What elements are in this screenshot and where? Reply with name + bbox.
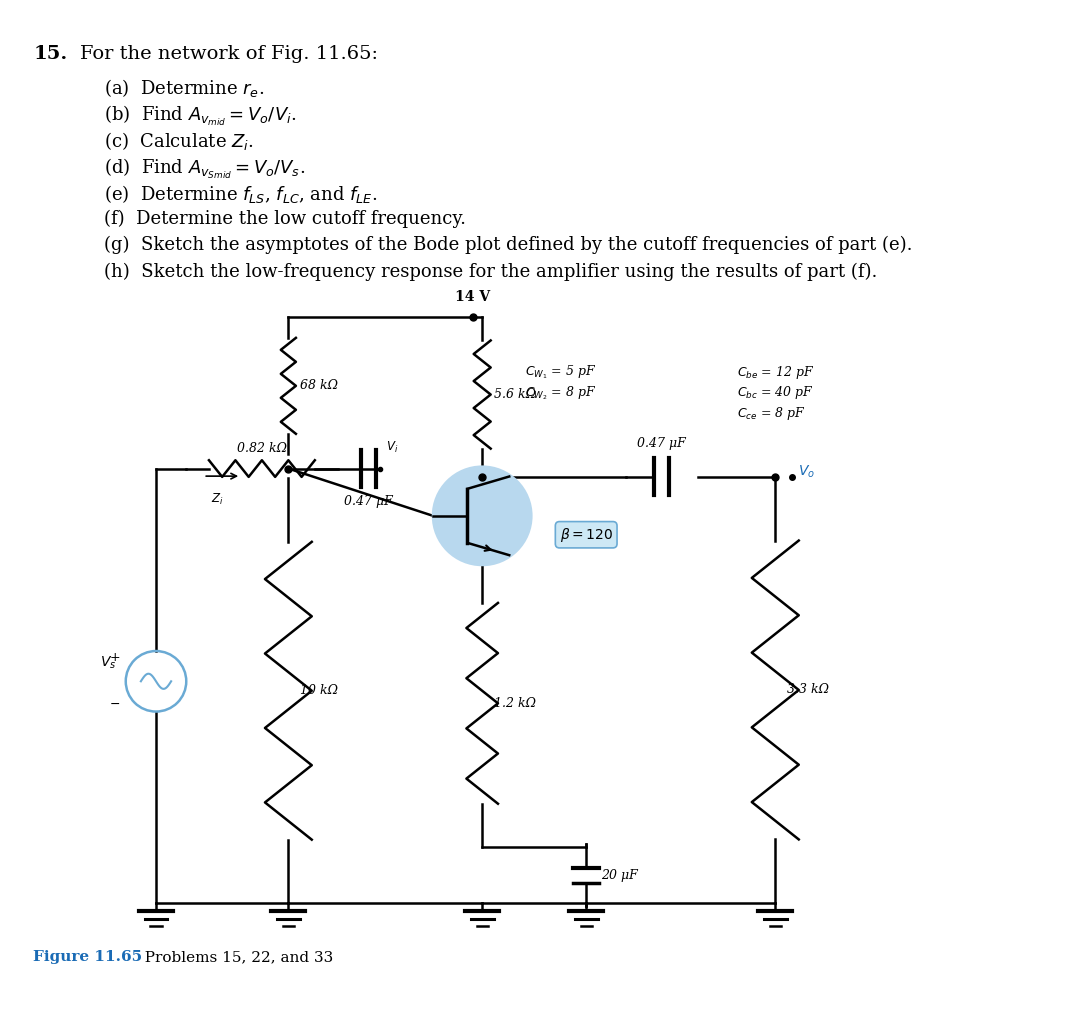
Text: $C_{bc}$ = 40 pF: $C_{bc}$ = 40 pF (738, 385, 814, 401)
Text: (d)  Find $A_{v_{Smid}} = V_o/V_s$.: (d) Find $A_{v_{Smid}} = V_o/V_s$. (104, 157, 306, 181)
Text: (f)  Determine the low cutoff frequency.: (f) Determine the low cutoff frequency. (104, 209, 465, 228)
Text: (h)  Sketch the low-frequency response for the amplifier using the results of pa: (h) Sketch the low-frequency response fo… (104, 263, 877, 281)
Text: $\beta = 120$: $\beta = 120$ (559, 525, 612, 544)
Text: 68 kΩ: 68 kΩ (300, 380, 338, 392)
Text: $C_{be}$ = 12 pF: $C_{be}$ = 12 pF (738, 363, 814, 381)
Text: −: − (109, 699, 120, 711)
Text: Problems 15, 22, and 33: Problems 15, 22, and 33 (135, 950, 334, 964)
Text: (b)  Find $A_{v_{mid}} = V_o/V_i$.: (b) Find $A_{v_{mid}} = V_o/V_i$. (104, 104, 297, 127)
Text: For the network of Fig. 11.65:: For the network of Fig. 11.65: (80, 45, 378, 63)
Circle shape (433, 467, 531, 565)
Text: $C_{W_1}$ = 5 pF: $C_{W_1}$ = 5 pF (525, 363, 596, 382)
Text: $C_{W_2}$ = 8 pF: $C_{W_2}$ = 8 pF (525, 385, 596, 402)
Text: $V_s$: $V_s$ (100, 655, 117, 671)
Text: 5.6 kΩ: 5.6 kΩ (494, 388, 536, 401)
Text: $Z_i$: $Z_i$ (212, 492, 224, 507)
Text: +: + (109, 652, 120, 664)
Text: $C_{ce}$ = 8 pF: $C_{ce}$ = 8 pF (738, 405, 806, 423)
Text: 3.3 kΩ: 3.3 kΩ (786, 683, 828, 697)
Text: 0.47 μF: 0.47 μF (345, 495, 393, 508)
Text: 20 μF: 20 μF (602, 869, 638, 881)
Text: $V_o$: $V_o$ (798, 464, 815, 480)
Text: 1.2 kΩ: 1.2 kΩ (494, 697, 536, 710)
Text: (c)  Calculate $Z_i$.: (c) Calculate $Z_i$. (104, 130, 254, 152)
Text: 0.82 kΩ: 0.82 kΩ (237, 442, 287, 456)
Text: (e)  Determine $f_{LS}$, $f_{LC}$, and $f_{LE}$.: (e) Determine $f_{LS}$, $f_{LC}$, and $f… (104, 183, 377, 205)
Text: $V_i$: $V_i$ (386, 440, 399, 456)
Text: 14 V: 14 V (455, 290, 490, 304)
Text: Figure 11.65: Figure 11.65 (33, 950, 143, 964)
Text: (g)  Sketch the asymptotes of the Bode plot defined by the cutoff frequencies of: (g) Sketch the asymptotes of the Bode pl… (104, 236, 913, 254)
Text: 10 kΩ: 10 kΩ (300, 684, 338, 698)
Text: 15.: 15. (33, 45, 67, 63)
Text: (a)  Determine $r_e$.: (a) Determine $r_e$. (104, 77, 265, 100)
Text: 0.47 μF: 0.47 μF (637, 437, 686, 450)
